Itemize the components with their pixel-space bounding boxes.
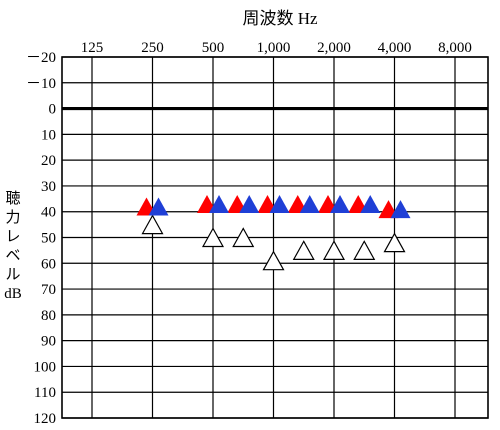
y-tick-label: 90 <box>41 334 56 350</box>
y-tick-label: 110 <box>34 385 56 401</box>
x-tick-labels: 125 250 500 1,000 2,000 4,000 8,000 <box>81 40 472 56</box>
x-tick-label: 125 <box>81 40 104 56</box>
open-triangle-point <box>292 240 315 260</box>
blue-triangle-point <box>239 194 260 213</box>
markers-group <box>136 194 411 271</box>
y-tick-label: 40 <box>41 205 56 221</box>
open-triangle-point <box>322 240 346 260</box>
y-tick-label: 0 <box>49 102 57 118</box>
blue-triangle-point <box>269 194 290 213</box>
open-triangle-point <box>383 232 406 253</box>
x-tick-label: 4,000 <box>378 40 412 56</box>
blue-triangle-point <box>330 194 350 213</box>
grid-group <box>61 56 489 419</box>
y-tick-label: 60 <box>41 256 56 272</box>
y-tick-labels: －20 －10 0 10 20 30 40 50 60 70 80 90 100 110 120 <box>26 50 56 427</box>
y-tick-label: 100 <box>34 359 57 375</box>
x-tick-label: 2,000 <box>317 40 351 56</box>
y-tick-label: 20 <box>41 153 56 169</box>
y-axis-label-char: 力 <box>5 209 20 226</box>
blue-triangle-point <box>360 194 381 213</box>
y-tick-label: －10 <box>26 76 56 92</box>
y-tick-label: 70 <box>41 282 56 298</box>
y-tick-label: 50 <box>41 231 56 247</box>
open-triangle-point <box>201 227 225 248</box>
open-triangle-point <box>353 240 376 260</box>
y-tick-label: 80 <box>41 308 56 324</box>
chart-title: 周波数 Hz <box>242 9 318 28</box>
x-tick-label: 8,000 <box>438 40 472 56</box>
blue-triangle-point <box>209 194 229 213</box>
y-tick-label: 120 <box>34 411 57 427</box>
y-axis-label-char: 聴 <box>5 190 20 207</box>
y-tick-label: 30 <box>41 179 56 195</box>
y-axis-label-char: レ <box>5 229 20 245</box>
blue-triangle-point <box>148 197 169 216</box>
y-tick-label: －20 <box>26 50 56 66</box>
x-tick-label: 1,000 <box>257 40 291 56</box>
open-triangle-point <box>141 214 164 235</box>
blue-triangle-point <box>390 200 411 219</box>
open-triangle-point <box>232 227 255 248</box>
y-axis-label-char: ル <box>5 267 20 283</box>
y-axis-label-char: ベ <box>5 248 20 264</box>
y-tick-label: 10 <box>41 127 56 143</box>
open-triangle-point <box>262 250 285 271</box>
x-tick-label: 250 <box>141 40 164 56</box>
y-axis-label-char: dB <box>4 286 22 302</box>
x-tick-label: 500 <box>202 40 225 56</box>
blue-triangle-point <box>299 194 320 213</box>
